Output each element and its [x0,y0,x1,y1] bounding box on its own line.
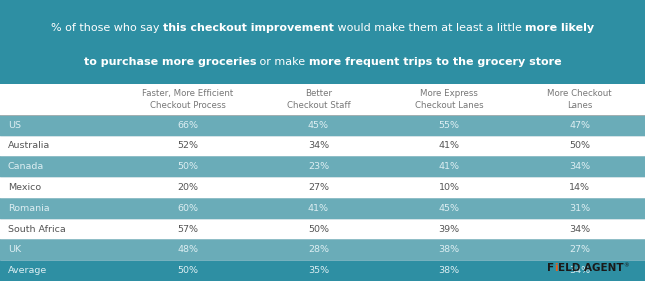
Text: 41%: 41% [439,141,460,150]
Text: or make: or make [256,56,309,67]
Text: Better
Checkout Staff: Better Checkout Staff [286,89,350,110]
Text: more frequent trips to the grocery store: more frequent trips to the grocery store [309,56,561,67]
Text: ELD AGENT: ELD AGENT [558,263,623,273]
Text: 38%: 38% [439,266,460,275]
Text: 55%: 55% [439,121,460,130]
Text: 34%: 34% [569,225,590,234]
Text: 50%: 50% [177,266,199,275]
Text: Romania: Romania [8,204,50,213]
Text: 48%: 48% [177,245,199,254]
Text: more likely: more likely [525,23,594,33]
Text: 34%: 34% [569,266,590,275]
Text: 66%: 66% [177,121,199,130]
Text: 14%: 14% [569,183,590,192]
Bar [0,260,645,281]
Text: 41%: 41% [308,204,329,213]
Text: South Africa: South Africa [8,225,66,234]
Text: would make them at least a little: would make them at least a little [333,23,525,33]
Text: 23%: 23% [308,162,329,171]
Text: Canada: Canada [8,162,44,171]
Text: 10%: 10% [439,183,460,192]
Text: 34%: 34% [569,162,590,171]
Text: 45%: 45% [439,204,460,213]
Text: 52%: 52% [177,141,199,150]
Text: Australia: Australia [8,141,50,150]
Text: UK: UK [8,245,21,254]
Bar [0,198,645,219]
Text: 27%: 27% [569,245,590,254]
Bar [0,156,645,177]
Text: F: F [547,263,554,273]
Text: 20%: 20% [177,183,199,192]
Text: to purchase more groceries: to purchase more groceries [84,56,256,67]
Text: 50%: 50% [569,141,590,150]
Text: 28%: 28% [308,245,329,254]
Text: 60%: 60% [177,204,199,213]
Text: 47%: 47% [569,121,590,130]
Text: 38%: 38% [439,245,460,254]
Bar [0,0,645,84]
Bar [0,115,645,135]
Text: 31%: 31% [569,204,590,213]
Text: % of those who say: % of those who say [51,23,163,33]
Text: Average: Average [8,266,47,275]
Text: 50%: 50% [177,162,199,171]
Text: 34%: 34% [308,141,329,150]
Text: 27%: 27% [308,183,329,192]
Text: 41%: 41% [439,162,460,171]
Text: 39%: 39% [439,225,460,234]
Text: ®: ® [623,263,629,268]
Text: 50%: 50% [308,225,329,234]
Text: More Express
Checkout Lanes: More Express Checkout Lanes [415,89,483,110]
Text: More Checkout
Lanes: More Checkout Lanes [548,89,612,110]
Text: i: i [554,263,558,273]
Bar [0,239,645,260]
Text: US: US [8,121,21,130]
Text: this checkout improvement: this checkout improvement [163,23,333,33]
Text: Faster, More Efficient
Checkout Process: Faster, More Efficient Checkout Process [143,89,233,110]
Text: Mexico: Mexico [8,183,41,192]
Text: 45%: 45% [308,121,329,130]
Text: 57%: 57% [177,225,199,234]
Bar [0,84,645,115]
Bar [0,219,645,239]
Text: 35%: 35% [308,266,329,275]
Bar [0,135,645,156]
Bar [0,177,645,198]
